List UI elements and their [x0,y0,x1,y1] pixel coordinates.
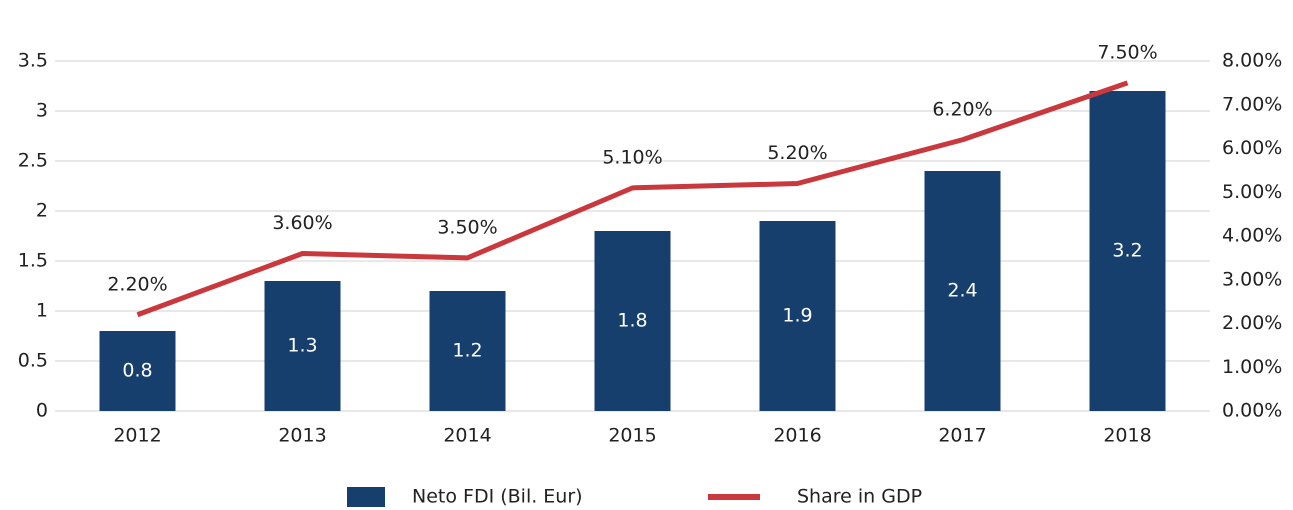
line [136,80,1129,318]
y2-tick-label: 3.00% [1222,268,1282,290]
y2-tick-label: 8.00% [1222,50,1282,72]
x-tick-label: 2017 [938,425,986,447]
x-tick-label: 2015 [608,425,656,447]
bar [264,281,341,411]
line-value-label: 3.60% [272,212,332,234]
y-tick-label: 0 [36,400,48,422]
y2-tick-label: 0.00% [1222,400,1282,422]
x-tick-label: 2012 [113,425,161,447]
y2-tick-label: 2.00% [1222,312,1282,334]
bar-value-label: 1.8 [617,310,647,332]
bar [594,231,671,411]
y2-tick-label: 7.00% [1222,93,1282,115]
y2-tick-label: 4.00% [1222,225,1282,247]
bar-value-label: 1.9 [782,305,812,327]
y2-tick-label: 6.00% [1222,137,1282,159]
line-value-label: 2.20% [107,273,167,295]
x-tick-label: 2016 [773,425,821,447]
y-tick-label: 1.5 [18,250,48,272]
bar-value-label: 1.2 [452,340,482,362]
legend-label: Neto FDI (Bil. Eur) [412,486,583,508]
x-tick-label: 2013 [278,425,326,447]
x-tick-label: 2018 [1103,425,1151,447]
y-tick-label: 2 [36,200,48,222]
y-tick-label: 3.5 [18,50,48,72]
bar-value-label: 2.4 [947,280,977,302]
bar [429,291,506,411]
line-value-label: 7.50% [1097,41,1157,63]
bar [759,221,836,411]
bar-value-label: 0.8 [122,360,152,382]
bar-value-label: 1.3 [287,335,317,357]
line-value-label: 5.20% [767,142,827,164]
legend-label: Share in GDP [797,486,922,508]
legend-swatch [708,494,760,500]
y-tick-label: 2.5 [18,150,48,172]
y2-tick-label: 1.00% [1222,356,1282,378]
legend-swatch [347,487,385,507]
line-value-label: 3.50% [437,216,497,238]
y-tick-label: 1 [36,300,48,322]
line-value-label: 5.10% [602,146,662,168]
y2-tick-label: 5.00% [1222,181,1282,203]
bar [1089,91,1166,411]
line-value-label: 6.20% [932,98,992,120]
x-tick-label: 2014 [443,425,491,447]
bar [99,331,176,411]
y-tick-label: 3 [36,100,48,122]
bar-value-label: 3.2 [1112,240,1142,262]
y-tick-label: 0.5 [18,350,48,372]
bar [924,171,1001,411]
